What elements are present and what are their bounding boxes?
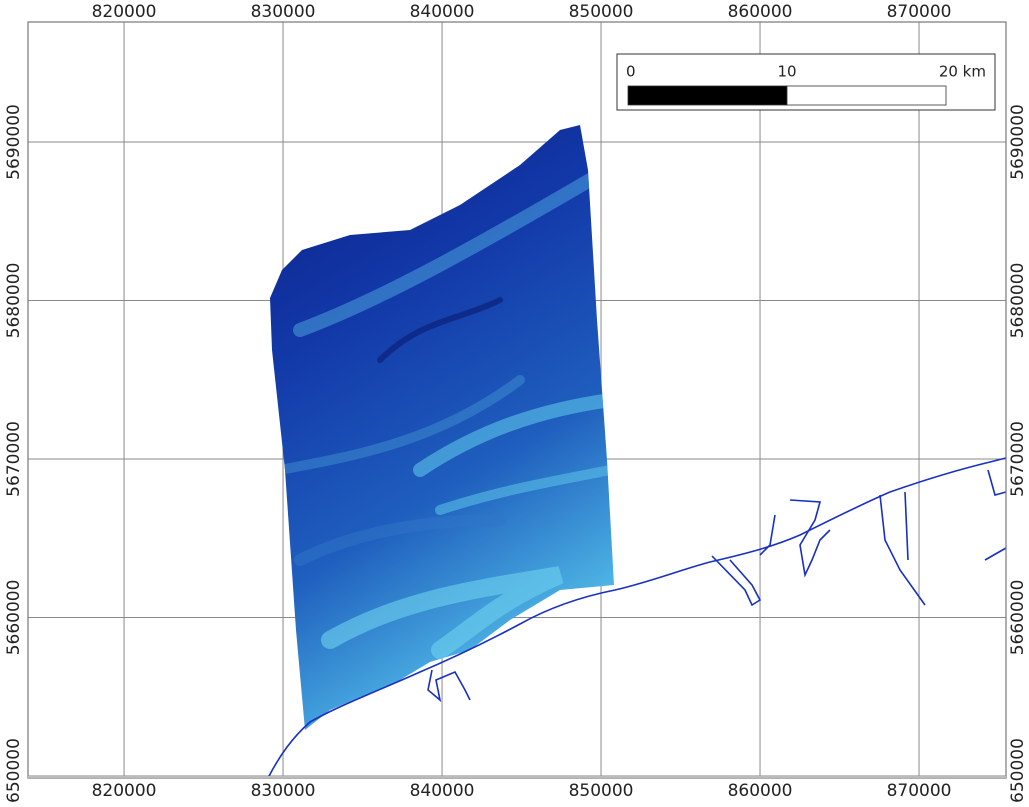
- scale-label: 0: [626, 63, 636, 81]
- y-tick-label: 5670000: [4, 421, 24, 497]
- x-tick-label: 830000: [251, 2, 316, 22]
- y-tick-label: 5680000: [1008, 263, 1028, 339]
- frame-edge: [28, 776, 1006, 778]
- y-tick-label: 5670000: [1008, 421, 1028, 497]
- y-tick-label: 5680000: [4, 263, 24, 339]
- x-tick-label: 860000: [728, 781, 793, 801]
- scale-segment: [628, 86, 787, 105]
- y-tick-label: 5690000: [1008, 104, 1028, 180]
- x-tick-label: 870000: [887, 2, 952, 22]
- y-tick-label: 5660000: [4, 580, 24, 656]
- y-tick-label: 5690000: [4, 104, 24, 180]
- x-tick-label: 840000: [410, 781, 475, 801]
- x-tick-label: 870000: [887, 781, 952, 801]
- y-tick-label: 5660000: [1008, 580, 1028, 656]
- x-tick-label: 820000: [92, 2, 157, 22]
- map-view: 0 10 20 km 820000 820000 830000 830000 840000 8…: [0, 0, 1029, 803]
- scale-label: 10: [777, 63, 796, 81]
- x-tick-label: 840000: [410, 2, 475, 22]
- scale-bar: 0 10 20 km: [617, 54, 995, 110]
- y-tick-label: 5650000: [1008, 738, 1028, 803]
- x-tick-label: 860000: [728, 2, 793, 22]
- scale-label: 20 km: [939, 63, 986, 81]
- y-tick-label: 5650000: [4, 738, 24, 803]
- x-tick-label: 850000: [569, 2, 634, 22]
- x-tick-label: 850000: [569, 781, 634, 801]
- x-tick-label: 830000: [251, 781, 316, 801]
- x-tick-label: 820000: [92, 781, 157, 801]
- scale-segment: [787, 86, 946, 105]
